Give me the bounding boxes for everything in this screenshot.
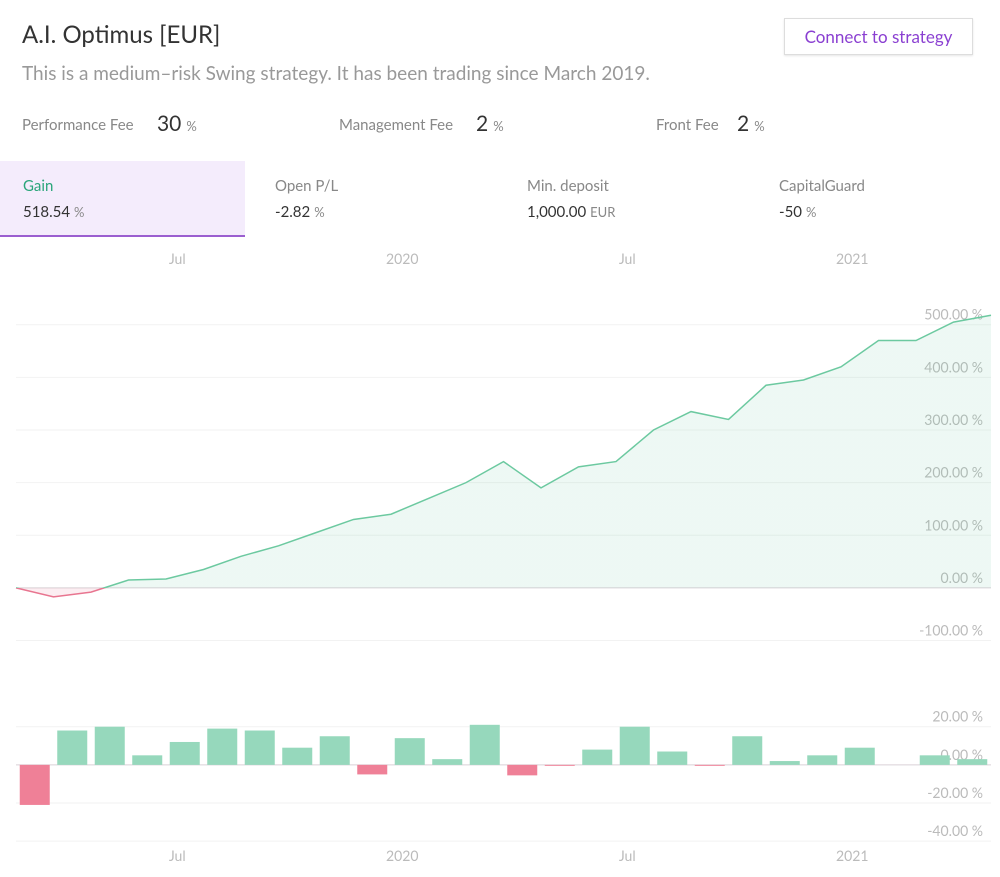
bar [769, 761, 800, 765]
bar [544, 764, 575, 766]
y-tick-label: 500.00 % [924, 306, 983, 323]
y-tick-label: 0.00 % [941, 746, 983, 763]
bar [57, 730, 88, 765]
y-tick-label: 20.00 % [932, 708, 983, 725]
bar [732, 736, 763, 765]
bar [169, 741, 200, 765]
stat-value: 1,000.00 EUR [527, 203, 616, 221]
stat-tab[interactable]: Min. deposit 1,000.00 EUR [504, 161, 749, 236]
fee-label: Front Fee [656, 116, 719, 134]
x-tick-label: Jul [619, 847, 636, 864]
stat-label: Open P/L [275, 177, 339, 195]
bar [807, 755, 838, 765]
stat-unit: % [74, 204, 85, 220]
connect-button[interactable]: Connect to strategy [784, 18, 973, 55]
x-tick-label: Jul [169, 847, 186, 864]
fee-label: Performance Fee [22, 116, 134, 134]
x-tick-label: Jul [619, 250, 636, 267]
stat-tab[interactable]: Open P/L -2.82% [252, 161, 497, 236]
bar [582, 749, 613, 765]
title: A.I. Optimus [EUR] [22, 20, 221, 49]
x-tick-label: 2020 [386, 250, 418, 267]
stat-value: -2.82% [275, 203, 325, 221]
stat-label: CapitalGuard [779, 177, 865, 195]
bar [469, 724, 500, 765]
bar [132, 755, 163, 765]
stat-value: -50% [779, 203, 817, 221]
bar [619, 726, 650, 765]
x-tick-label: Jul [169, 250, 186, 267]
bar [207, 728, 238, 765]
bar [394, 738, 425, 765]
bar [244, 730, 275, 765]
stat-label: Min. deposit [527, 177, 609, 195]
fee-value: 2% [737, 111, 765, 136]
area [16, 315, 991, 597]
bar [957, 759, 988, 765]
y-tick-label: -20.00 % [927, 784, 983, 801]
bar [282, 747, 313, 765]
fee-label: Management Fee [339, 116, 453, 134]
bar [844, 747, 875, 765]
subtitle: This is a medium–risk Swing strategy. It… [22, 62, 650, 85]
fee-unit: % [754, 118, 765, 134]
stat-label: Gain [23, 177, 54, 195]
bar [507, 764, 538, 776]
bar [694, 764, 725, 766]
stat-value: 518.54% [23, 203, 85, 221]
bar [919, 755, 950, 765]
bar [657, 751, 688, 765]
fee-value: 30% [157, 111, 197, 136]
line [15, 314, 992, 598]
stat-unit: % [805, 204, 817, 220]
stat-unit: EUR [590, 204, 616, 220]
bar [19, 764, 50, 805]
fee-unit: % [493, 118, 504, 134]
bar [319, 736, 350, 765]
fee-unit: % [186, 118, 197, 134]
x-tick-label: 2021 [836, 250, 868, 267]
stat-tab[interactable]: Gain 518.54% [0, 161, 245, 237]
bar [94, 726, 125, 765]
y-tick-label: -40.00 % [927, 822, 983, 839]
stat-unit: % [314, 204, 325, 220]
y-tick-label: -100.00 % [919, 622, 983, 639]
bar [357, 764, 388, 775]
fee-value: 2% [476, 111, 504, 136]
x-tick-label: 2020 [386, 847, 418, 864]
bar [432, 759, 463, 765]
stat-tab[interactable]: CapitalGuard -50% [756, 161, 1000, 236]
x-tick-label: 2021 [836, 847, 868, 864]
